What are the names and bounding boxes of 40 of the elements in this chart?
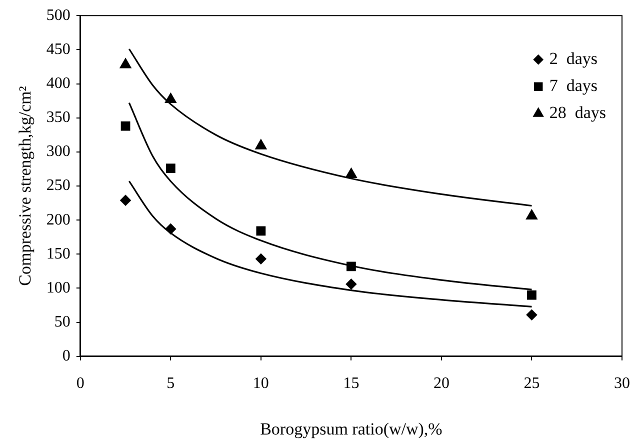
legend-label: 7 days xyxy=(549,76,598,96)
y-tick-label: 350 xyxy=(46,109,70,126)
x-tick-label: 10 xyxy=(252,375,269,392)
y-tick-label: 0 xyxy=(62,348,70,365)
point xyxy=(526,310,538,320)
y-tick-label: 150 xyxy=(46,245,70,262)
x-tick-label: 5 xyxy=(166,375,175,392)
x-axis-title: Borogypsum ratio(w/w),% xyxy=(260,419,442,438)
legend-label: 2 days xyxy=(549,49,598,68)
point xyxy=(165,224,176,234)
x-tick-label: 30 xyxy=(614,375,630,392)
point xyxy=(346,168,357,178)
point xyxy=(165,93,176,103)
y-tick-label: 300 xyxy=(46,143,70,160)
y-tick-label: 250 xyxy=(46,177,70,194)
y-tick-label: 100 xyxy=(46,279,70,296)
point xyxy=(527,290,536,300)
point xyxy=(120,121,130,131)
x-tick-label: 20 xyxy=(433,375,450,392)
point xyxy=(120,58,132,68)
y-axis-title: Compressive strength,kg/cm² xyxy=(16,86,35,286)
y-tick-label: 500 xyxy=(46,6,70,24)
x-tick-label: 25 xyxy=(524,375,540,392)
y-tick-label: 200 xyxy=(46,211,70,228)
point xyxy=(256,226,266,236)
y-tick-label: 50 xyxy=(54,314,70,331)
y-tick-label: 450 xyxy=(46,40,70,58)
line-series xyxy=(128,180,533,308)
point xyxy=(346,262,356,272)
point xyxy=(526,210,538,220)
x-tick-label: 0 xyxy=(76,375,84,392)
y-tick-label: 400 xyxy=(46,74,70,92)
legend-label: 28 days xyxy=(549,103,606,122)
line-series xyxy=(128,48,533,207)
point xyxy=(255,139,266,150)
point xyxy=(346,278,356,290)
point xyxy=(166,164,176,173)
point xyxy=(256,254,266,264)
x-tick-label: 15 xyxy=(343,375,360,392)
point xyxy=(120,195,131,206)
